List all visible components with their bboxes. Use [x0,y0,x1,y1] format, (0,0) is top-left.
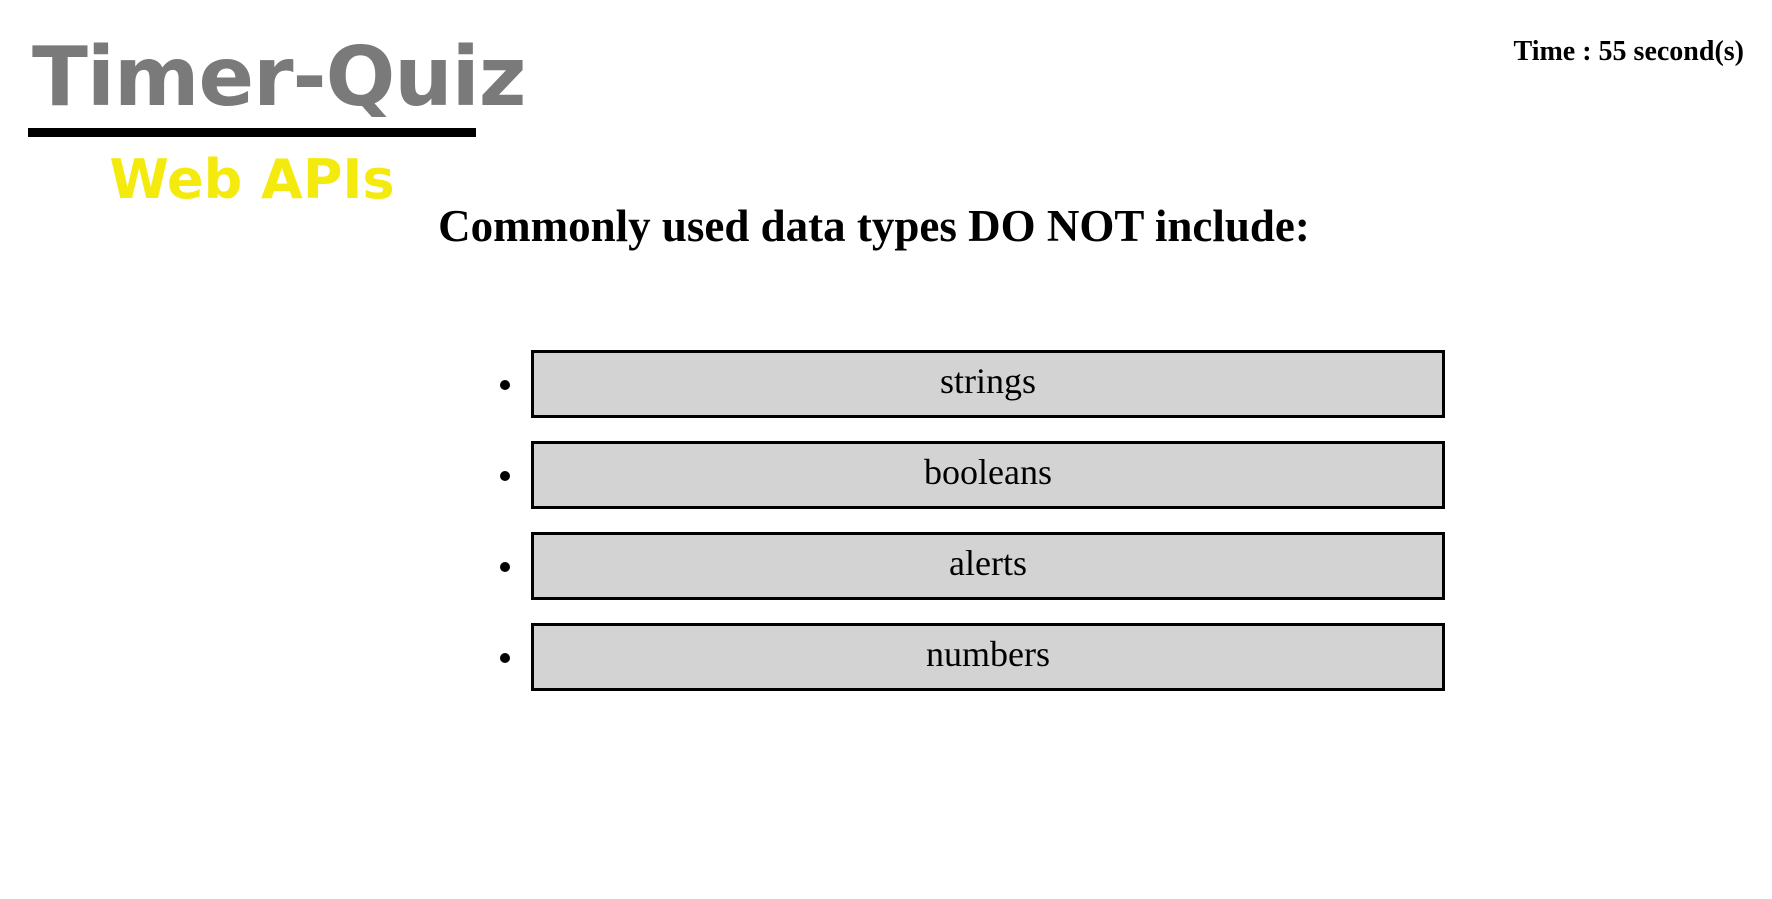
bullet-icon [500,471,510,481]
timer-display: Time : 55 second(s) [1513,36,1744,67]
answer-button-booleans[interactable]: booleans [531,441,1445,509]
title-underline [28,128,476,137]
question-text: Commonly used data types DO NOT include: [0,198,1772,254]
bullet-icon [500,380,510,390]
answer-button-alerts[interactable]: alerts [531,532,1445,600]
question-label: Commonly used data types DO NOT include: [438,201,1310,251]
app-subtitle: Web APIs [109,148,395,211]
answer-button-numbers[interactable]: numbers [531,623,1445,691]
app-title: Timer-Quiz [32,30,527,125]
bullet-icon [500,562,510,572]
bullet-icon [500,653,510,663]
brand-header: Timer-Quiz Web APIs [28,28,527,215]
answer-button-strings[interactable]: strings [531,350,1445,418]
